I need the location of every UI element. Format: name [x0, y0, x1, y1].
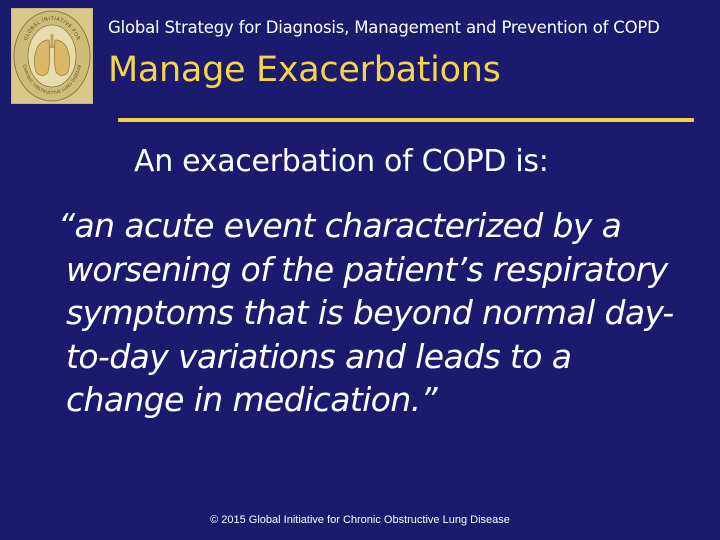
page-title: Manage Exacerbations — [108, 50, 501, 90]
quote-line: to-day variations and leads to a — [66, 336, 572, 376]
definition-quote: “an acute event characterized by a worse… — [58, 204, 702, 422]
header-strategy-line: Global Strategy for Diagnosis, Managemen… — [108, 18, 660, 37]
definition-lead: An exacerbation of COPD is: — [134, 144, 549, 179]
title-divider — [118, 118, 694, 122]
quote-line: worsening of the patient’s respiratory — [66, 249, 668, 289]
copyright-footer: © 2015 Global Initiative for Chronic Obs… — [210, 514, 510, 526]
quote-line: “an acute event characterized by a — [58, 206, 622, 245]
quote-line: change in medication.” — [66, 380, 438, 419]
quote-line: symptoms that is beyond normal day- — [66, 293, 674, 332]
gold-logo-icon: GLOBAL INITIATIVE FOR CHRONIC OBSTRUCTIV… — [11, 8, 93, 104]
